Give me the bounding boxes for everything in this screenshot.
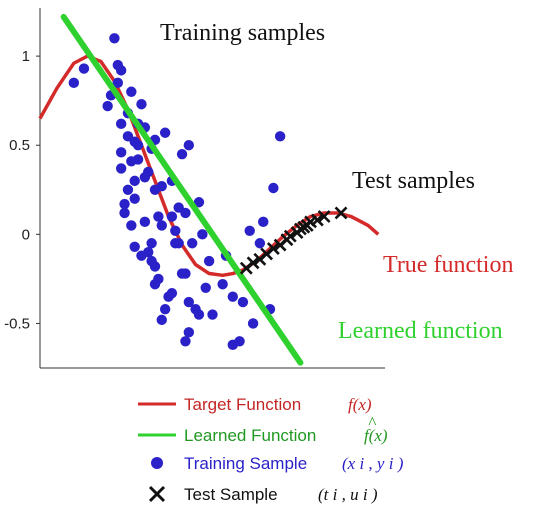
legend-label-training: Training Sample <box>184 454 307 473</box>
target-function-layer <box>38 54 380 278</box>
legend-swatch-test <box>148 485 166 503</box>
training-sample-point <box>112 77 123 89</box>
training-sample-point <box>78 63 90 74</box>
test-sample-point <box>283 229 297 243</box>
legend-math-hat: ^ <box>368 413 377 432</box>
training-sample-point <box>207 309 218 320</box>
training-sample-point <box>115 163 127 174</box>
training-sample-point <box>183 140 195 151</box>
training-sample-point <box>129 193 140 204</box>
legend-item-learned: Learned Function f(x) ^ <box>138 413 388 445</box>
training-samples-layer <box>68 33 286 351</box>
training-sample-point <box>119 198 130 210</box>
test-sample-point <box>310 213 324 227</box>
training-sample-point <box>163 291 174 302</box>
training-sample-point <box>159 127 171 138</box>
training-sample-point <box>115 65 127 76</box>
training-sample-point <box>143 246 154 258</box>
training-sample-point <box>187 238 198 249</box>
training-sample-point <box>102 100 113 112</box>
training-sample-point <box>146 255 157 267</box>
training-sample-point <box>217 279 228 290</box>
training-sample-point <box>139 216 151 228</box>
annotation-true-function: True function <box>383 252 513 278</box>
target-function-line <box>38 54 380 278</box>
y-ticks: 1 0.5 0 -0.5 <box>4 48 40 332</box>
training-sample-point <box>176 148 188 160</box>
chart-axes <box>39 8 385 369</box>
training-sample-point <box>193 309 205 320</box>
learned-function-line <box>60 13 304 366</box>
training-sample-point <box>227 339 238 351</box>
legend-math-test: (t i , u i ) <box>318 485 378 504</box>
test-sample-point <box>317 210 331 223</box>
training-sample-point <box>258 216 269 228</box>
training-sample-point <box>247 318 259 329</box>
training-sample-point <box>227 291 238 302</box>
legend-label-test: Test Sample <box>184 485 278 504</box>
training-sample-point <box>68 77 80 89</box>
training-sample-point <box>122 184 134 195</box>
training-sample-point <box>115 118 127 130</box>
training-sample-point <box>126 156 137 167</box>
legend-math-training: (x i , y i ) <box>342 454 404 473</box>
training-sample-point <box>139 172 151 183</box>
legend-math-learned: f(x) <box>364 426 388 445</box>
training-sample-point <box>156 220 167 231</box>
y-tick-label: 1 <box>22 48 30 65</box>
y-tick-label: -0.5 <box>4 315 30 332</box>
training-sample-point <box>274 131 286 142</box>
training-sample-point <box>136 99 147 110</box>
y-tick-label: 0.5 <box>9 137 30 154</box>
training-sample-point <box>126 220 137 231</box>
training-sample-point <box>170 225 181 236</box>
training-sample-point <box>156 181 167 192</box>
training-sample-point <box>115 147 127 158</box>
training-sample-point <box>129 241 140 253</box>
legend-item-test: Test Sample (t i , u i ) <box>148 485 378 504</box>
training-sample-point <box>132 140 144 151</box>
training-sample-point <box>176 268 188 279</box>
training-sample-point <box>183 296 195 308</box>
legend-label-learned: Learned Function <box>184 426 316 445</box>
legend-item-training: Training Sample (x i , y i ) <box>151 454 404 473</box>
training-sample-point <box>203 255 215 267</box>
training-sample-point <box>254 238 266 249</box>
learned-function-layer <box>60 13 304 366</box>
test-sample-point <box>246 256 260 270</box>
test-samples-layer <box>239 206 348 275</box>
training-sample-point <box>173 238 184 249</box>
training-sample-point <box>268 182 279 194</box>
training-sample-point <box>159 303 171 315</box>
training-sample-point <box>197 229 208 240</box>
training-sample-point <box>149 279 161 290</box>
training-sample-point <box>119 207 130 219</box>
training-sample-point <box>180 336 191 347</box>
training-sample-point <box>126 86 137 97</box>
training-sample-point <box>193 197 205 208</box>
test-sample-point <box>266 242 280 256</box>
training-sample-point <box>180 207 191 219</box>
test-sample-point <box>334 206 348 220</box>
annotation-test-samples: Test samples <box>352 168 475 194</box>
training-sample-point <box>166 211 178 222</box>
training-sample-point <box>146 238 157 249</box>
training-sample-point <box>244 225 255 236</box>
legend-swatch-training <box>151 457 163 469</box>
training-sample-point <box>109 33 120 44</box>
legend-item-target: Target Function f(x) <box>138 395 372 414</box>
training-sample-point <box>200 282 211 294</box>
y-tick-label: 0 <box>22 226 30 243</box>
training-sample-point <box>237 296 249 308</box>
annotation-training-samples: Training samples <box>160 20 325 46</box>
legend: Target Function f(x) Learned Function f(… <box>138 395 404 504</box>
training-sample-point <box>153 211 164 222</box>
annotation-learned-function: Learned function <box>338 318 503 344</box>
training-sample-point <box>156 314 167 326</box>
training-sample-point <box>129 175 140 187</box>
legend-math-target: f(x) <box>348 395 372 414</box>
training-sample-point <box>183 327 195 338</box>
legend-label-target: Target Function <box>184 395 301 414</box>
